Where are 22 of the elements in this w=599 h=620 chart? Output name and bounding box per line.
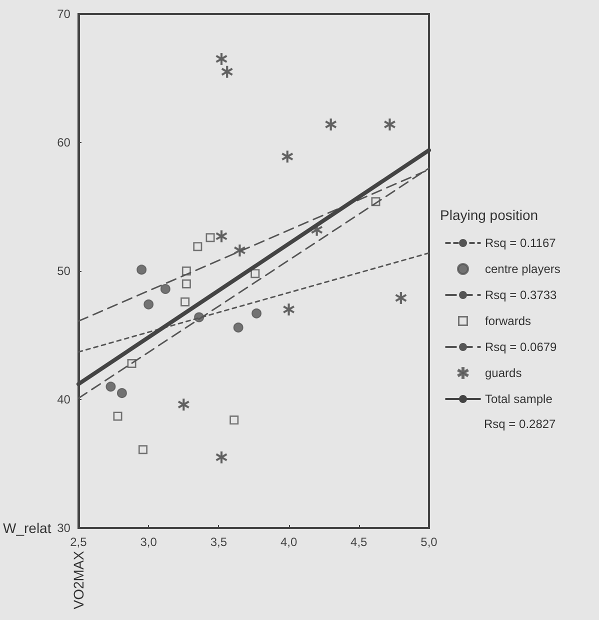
legend-label: guards (485, 366, 522, 380)
text: Rsq = 0.2827 (484, 417, 556, 431)
x-tick-label: 4,0 (280, 535, 298, 549)
x-tick-label: 2,5 (70, 535, 88, 549)
legend-label: Rsq = 0.1167 (485, 236, 556, 250)
x-axis-title: W_relat (3, 520, 52, 536)
y-tick-label: 30 (57, 521, 71, 535)
legend-label: Rsq = 0.3733 (485, 288, 558, 302)
y-tick-label: 70 (57, 7, 71, 21)
x-tick-label: 4,5 (350, 535, 368, 549)
y-tick-label: 40 (57, 392, 71, 406)
legend-label: Total sample (485, 392, 553, 406)
legend-label: Rsq = 0.0679 (485, 340, 558, 354)
legend-label: forwards (485, 314, 532, 328)
x-tick-label: 5,0 (420, 535, 438, 549)
y-tick-label: 50 (57, 264, 71, 278)
x-tick-label: 3,5 (210, 535, 228, 549)
x-tick-label: 3,0 (140, 535, 158, 549)
legend-title: Playing position (440, 207, 538, 223)
legend-label: centre players (485, 262, 560, 276)
y-axis-title: VO2MAX (70, 550, 86, 610)
y-tick-label: 60 (57, 136, 71, 150)
